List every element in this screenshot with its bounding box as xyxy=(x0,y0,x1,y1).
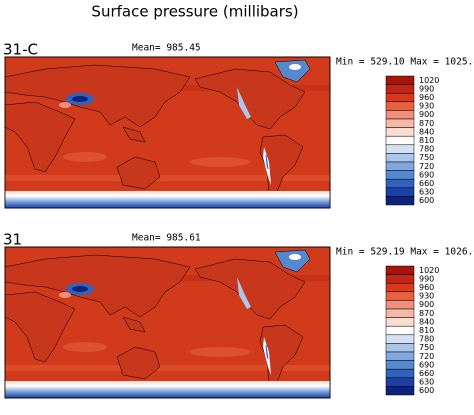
colorbar-swatch xyxy=(385,135,415,146)
colorbar-swatch xyxy=(385,75,415,85)
colorbar-swatch xyxy=(385,386,415,396)
colorbar-label: 720 xyxy=(419,352,434,361)
colorbar-swatch xyxy=(385,196,415,206)
colorbar-swatch xyxy=(385,351,415,361)
colorbar-label: 870 xyxy=(419,119,434,128)
colorbar-swatch xyxy=(385,377,415,387)
colorbar-label: 600 xyxy=(419,196,434,205)
colorbar-label: 600 xyxy=(419,386,434,395)
colorbar-label: 750 xyxy=(419,153,434,162)
colorbar-label: 750 xyxy=(419,343,434,352)
colorbar-swatch xyxy=(385,265,415,275)
min-max-label: Min = 529.10 Max = 1025.89 xyxy=(336,57,474,68)
colorbar-swatch xyxy=(385,343,415,353)
colorbar-swatch xyxy=(385,291,415,301)
colorbar-swatch xyxy=(385,368,415,379)
colorbar-label: 900 xyxy=(419,300,434,309)
min-max-label: Min = 529.19 Max = 1026.04 xyxy=(336,247,474,258)
panel-label: 31 xyxy=(3,231,22,249)
colorbar-label: 900 xyxy=(419,110,434,119)
mean-label: Mean= 985.45 xyxy=(132,43,201,54)
colorbar-label: 810 xyxy=(419,136,434,145)
colorbar-label: 870 xyxy=(419,309,434,318)
colorbar-swatch xyxy=(385,300,415,310)
colorbar-swatch xyxy=(385,161,415,171)
colorbar-label: 660 xyxy=(419,369,434,378)
colorbar-swatch xyxy=(385,282,415,293)
colorbar-label: 840 xyxy=(419,317,434,326)
colorbar-swatch xyxy=(385,92,415,103)
colorbar-label: 720 xyxy=(419,162,434,171)
colorbar-swatch xyxy=(385,144,415,154)
colorbar-swatch xyxy=(385,127,415,137)
mean-label: Mean= 985.61 xyxy=(132,233,201,244)
colorbar-swatch xyxy=(385,274,415,284)
colorbar-label: 990 xyxy=(419,84,434,93)
colorbar-swatch xyxy=(385,187,415,197)
colorbar-label: 690 xyxy=(419,360,434,369)
colorbar-label: 630 xyxy=(419,188,434,197)
colorbar-swatch xyxy=(385,170,415,180)
colorbar-swatch xyxy=(385,84,415,94)
colorbar-swatch xyxy=(385,334,415,344)
colorbar-label: 930 xyxy=(419,292,434,301)
colorbar-label: 960 xyxy=(419,93,434,102)
colorbar-swatch xyxy=(385,317,415,327)
figure-title: Surface pressure (millibars) xyxy=(91,3,298,21)
colorbar-label: 690 xyxy=(419,170,434,179)
map xyxy=(4,246,331,399)
colorbar-swatch xyxy=(385,118,415,128)
colorbar-label: 630 xyxy=(419,378,434,387)
colorbar-label: 780 xyxy=(419,335,434,344)
colorbar-label: 990 xyxy=(419,274,434,283)
colorbar-label: 960 xyxy=(419,283,434,292)
colorbar-label: 1020 xyxy=(419,76,439,85)
colorbar-swatch xyxy=(385,325,415,336)
colorbar-swatch xyxy=(385,110,415,120)
colorbar-label: 1020 xyxy=(419,266,439,275)
colorbar-label: 930 xyxy=(419,102,434,111)
colorbar-swatch xyxy=(385,308,415,318)
colorbar-swatch xyxy=(385,360,415,370)
colorbar-swatch xyxy=(385,153,415,163)
colorbar-label: 660 xyxy=(419,179,434,188)
map xyxy=(4,56,331,209)
colorbar-swatch xyxy=(385,178,415,189)
colorbar-swatch xyxy=(385,101,415,111)
colorbar-label: 810 xyxy=(419,326,434,335)
colorbar-label: 780 xyxy=(419,145,434,154)
panel-label: 31-C xyxy=(3,41,38,59)
colorbar-label: 840 xyxy=(419,127,434,136)
